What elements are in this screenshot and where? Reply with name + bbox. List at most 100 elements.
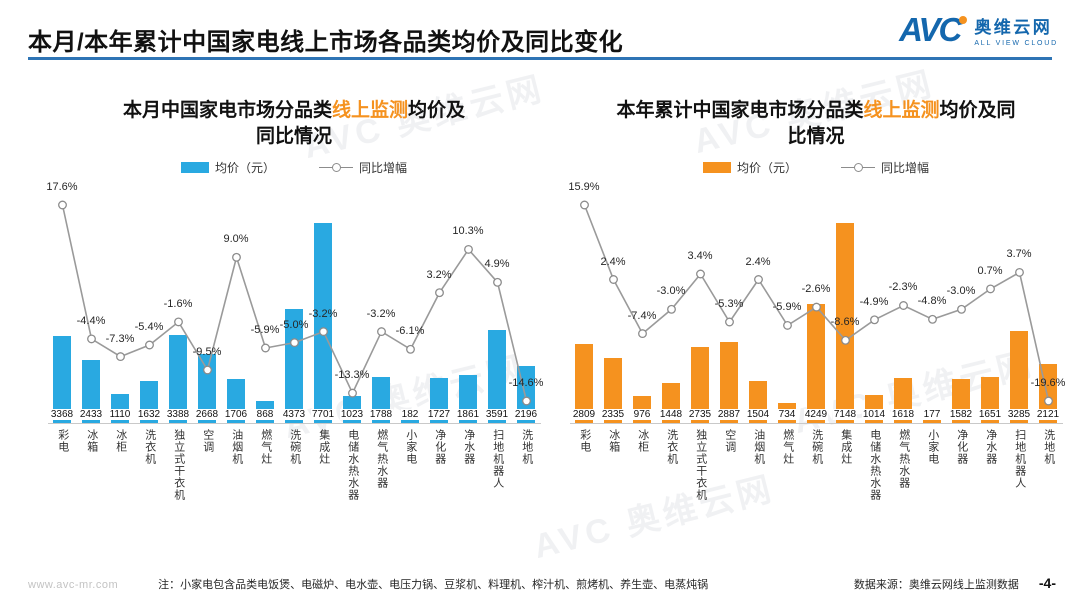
pct-label: -5.3%: [714, 298, 744, 311]
category-label: 扫地机器人: [483, 429, 512, 501]
legend-bar-swatch: [702, 161, 731, 173]
category-label-text: 空调: [201, 429, 214, 453]
legend-bar-swatch: [180, 161, 209, 173]
category-label: 油烟机: [222, 429, 251, 501]
category-label: 独立式干衣机: [164, 429, 193, 501]
bar-value-label: 1023: [339, 409, 365, 420]
bar-value-label: 1632: [136, 409, 162, 420]
legend-label-yoy: 同比增幅: [881, 160, 930, 175]
bar-value-label: 734: [777, 409, 797, 420]
pct-label: -9.5%: [192, 345, 222, 358]
category-label: 扫地机器人: [1005, 429, 1034, 501]
line-marker: [144, 340, 154, 350]
line-marker: [463, 244, 473, 254]
chart-plot: 3368 2433 1110 1632 3388 2668 1706 868 4373 7701 1…: [46, 179, 543, 424]
category-label-text: 扫地机器人: [491, 429, 504, 489]
category-label-text: 独立式干衣机: [694, 429, 707, 501]
category-label: 净水器: [976, 429, 1005, 501]
line-marker: [695, 269, 705, 279]
website-link[interactable]: www.avc-mr.com: [28, 579, 119, 591]
bar-value-label: 1448: [658, 409, 684, 420]
pct-label: 9.0%: [223, 233, 249, 246]
bar-value-label: 1651: [977, 409, 1003, 420]
pct-label: -3.2%: [366, 307, 396, 320]
pct-label: -13.3%: [334, 369, 370, 382]
trend-line: [579, 200, 1053, 406]
category-label: 独立式干衣机: [686, 429, 715, 501]
category-label: 燃气灶: [251, 429, 280, 501]
category-label: 燃气热水器: [367, 429, 396, 501]
category-axis: 彩电 冰箱 冰柜 洗衣机 独立式干衣机 空调 油烟机 燃气灶 洗碗机 集成灶 电储水热水器 燃气热水器…: [48, 429, 541, 501]
category-label-text: 净化器: [433, 429, 446, 465]
bar-value-label: 1582: [948, 409, 974, 420]
pct-label: -6.1%: [395, 325, 425, 338]
category-label: 洗地机: [512, 429, 541, 501]
category-label-text: 冰柜: [636, 429, 649, 453]
bar-value-label: 4373: [281, 409, 307, 420]
category-label-text: 净化器: [955, 429, 968, 465]
avc-logo-dot-icon: [959, 16, 968, 24]
chart-title-text: 比情况: [787, 125, 845, 147]
category-label-text: 洗衣机: [143, 429, 156, 465]
line-marker: [782, 320, 792, 330]
bar-value-label: 2433: [78, 409, 104, 420]
bar: [836, 223, 854, 423]
line-marker: [985, 284, 995, 294]
line-marker: [289, 338, 299, 348]
category-label: 电储水热水器: [860, 429, 889, 501]
bar-value-label: 182: [400, 409, 420, 420]
category-label: 油烟机: [744, 429, 773, 501]
category-label: 冰箱: [77, 429, 106, 501]
pct-label: -2.6%: [801, 283, 831, 296]
pct-label: -7.3%: [105, 332, 135, 345]
category-label: 洗地机: [1034, 429, 1063, 501]
category-label: 洗衣机: [135, 429, 164, 501]
trend-line: [57, 200, 531, 406]
pct-label: -7.4%: [627, 309, 657, 322]
pct-label: 3.7%: [1006, 248, 1032, 261]
legend-line-marker-icon: [319, 162, 353, 172]
page-number: -4-: [1038, 575, 1056, 591]
category-label-text: 电储水热水器: [346, 429, 359, 501]
category-label-text: 洗碗机: [810, 429, 823, 465]
chart-title: 本年累计中国家电市场分品类线上监测均价及同 比情况: [568, 98, 1064, 150]
bar-value-label: 1788: [368, 409, 394, 420]
bar: [401, 418, 419, 423]
category-label: 净水器: [454, 429, 483, 501]
category-label-text: 小家电: [926, 429, 939, 465]
chart-title-text: 同比情况: [255, 125, 332, 147]
category-label: 小家电: [396, 429, 425, 501]
chart-panel-ytd: 本年累计中国家电市场分品类线上监测均价及同 比情况 均价（元） 同比增幅 2809…: [568, 98, 1065, 501]
category-label-text: 空调: [723, 429, 736, 453]
chart-title-text: 本月中国家电市场分品类: [122, 100, 332, 121]
line-marker: [956, 304, 966, 314]
bar: [1010, 331, 1028, 423]
avc-logo-mark: AVC: [899, 11, 968, 48]
pct-label: -5.9%: [250, 324, 280, 337]
line-marker: [1043, 396, 1053, 406]
category-label-text: 彩电: [56, 429, 69, 453]
bar: [198, 353, 216, 423]
line-marker: [86, 334, 96, 344]
line-marker: [173, 317, 183, 327]
bar-value-label: 1727: [426, 409, 452, 420]
bar-value-label: 7148: [832, 409, 858, 420]
pct-label: 17.6%: [46, 181, 78, 193]
pct-label: 0.7%: [977, 264, 1003, 277]
bar: [691, 346, 709, 423]
category-label: 洗衣机: [657, 429, 686, 501]
bar-value-label: 2735: [687, 409, 713, 420]
pct-label: -3.0%: [656, 285, 686, 298]
pct-label: -4.8%: [917, 295, 947, 308]
pct-label: -2.3%: [888, 281, 918, 294]
bar: [82, 359, 100, 423]
chart-title-highlight: 线上监测: [331, 100, 408, 121]
bar-value-label: 1706: [223, 409, 249, 420]
bar: [720, 342, 738, 423]
pct-label: -19.6%: [1030, 377, 1066, 389]
line-marker: [492, 277, 502, 287]
bar-value-label: 177: [922, 409, 942, 420]
category-label-text: 扫地机器人: [1013, 429, 1026, 489]
chart-plot: 2809 2335 976 1448 2735 2887 1504 734 4249 7148 10…: [568, 179, 1065, 424]
bar-value-label: 2809: [571, 409, 597, 420]
